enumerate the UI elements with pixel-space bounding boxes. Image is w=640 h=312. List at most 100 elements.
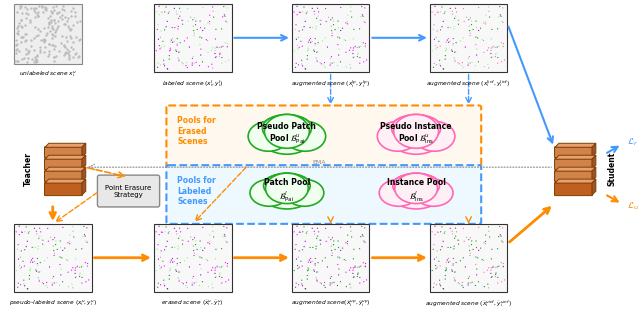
Point — [58, 279, 68, 284]
Point — [299, 24, 309, 29]
Point — [289, 229, 300, 234]
Point — [182, 226, 193, 231]
Point — [353, 271, 363, 275]
Point — [493, 280, 503, 285]
Point — [181, 280, 191, 285]
Point — [32, 232, 42, 236]
Point — [156, 62, 166, 67]
Point — [34, 4, 44, 9]
Point — [31, 229, 42, 234]
Point — [174, 278, 184, 283]
Point — [42, 30, 52, 35]
Point — [207, 224, 218, 229]
Point — [432, 45, 442, 50]
Point — [22, 286, 33, 291]
Point — [161, 24, 172, 29]
Point — [433, 230, 444, 235]
Point — [292, 263, 303, 268]
Point — [350, 264, 360, 269]
Point — [337, 26, 348, 31]
Point — [315, 60, 325, 65]
Point — [308, 267, 319, 272]
Point — [72, 19, 83, 24]
Point — [333, 262, 343, 267]
Point — [457, 283, 467, 288]
Point — [35, 44, 45, 49]
Ellipse shape — [408, 175, 440, 197]
Point — [450, 278, 460, 283]
Point — [197, 279, 207, 284]
Point — [12, 42, 22, 47]
Point — [443, 245, 453, 250]
Point — [305, 245, 316, 250]
FancyBboxPatch shape — [14, 4, 82, 64]
Point — [312, 236, 322, 241]
Point — [17, 34, 27, 39]
Point — [448, 262, 458, 267]
Point — [493, 55, 503, 60]
Point — [17, 11, 27, 16]
Point — [429, 257, 440, 262]
Point — [448, 43, 458, 48]
Point — [291, 61, 301, 66]
Point — [434, 39, 444, 44]
Point — [167, 25, 177, 30]
Point — [19, 32, 29, 37]
Point — [172, 262, 182, 267]
Point — [444, 36, 454, 41]
Point — [325, 276, 335, 281]
Point — [300, 66, 310, 71]
Point — [296, 58, 307, 63]
Point — [152, 27, 163, 32]
Point — [320, 285, 330, 290]
Point — [477, 257, 487, 262]
Point — [454, 281, 465, 286]
Point — [292, 43, 303, 48]
Point — [333, 245, 344, 250]
Point — [195, 35, 205, 40]
Point — [294, 45, 304, 50]
Point — [445, 25, 456, 30]
Point — [290, 27, 300, 32]
Point — [458, 6, 468, 11]
Point — [189, 235, 200, 240]
Point — [448, 36, 458, 41]
Point — [55, 262, 65, 267]
FancyBboxPatch shape — [555, 159, 593, 169]
Point — [479, 284, 490, 289]
Text: augmented scene $(\tilde{x}_i^{uinf}, \tilde{y}_i^{uinf})$: augmented scene $(\tilde{x}_i^{uinf}, \t… — [425, 299, 512, 309]
Point — [34, 236, 44, 241]
Point — [29, 7, 40, 12]
Point — [28, 260, 38, 265]
Point — [62, 39, 72, 44]
Point — [187, 61, 197, 66]
Polygon shape — [45, 179, 86, 183]
Point — [472, 266, 482, 271]
Point — [440, 273, 451, 278]
Point — [316, 61, 326, 66]
Point — [186, 15, 196, 20]
Point — [291, 37, 301, 42]
Point — [302, 9, 312, 14]
Point — [451, 269, 461, 274]
Point — [333, 42, 343, 47]
Point — [52, 25, 62, 30]
Point — [293, 255, 303, 260]
Point — [195, 63, 205, 68]
Point — [339, 37, 349, 42]
Text: Point Erasure
Strategy: Point Erasure Strategy — [106, 184, 152, 197]
Point — [221, 239, 231, 244]
Point — [454, 238, 464, 243]
Polygon shape — [592, 179, 596, 195]
Point — [360, 41, 371, 46]
Point — [497, 279, 507, 284]
Point — [166, 257, 177, 262]
Point — [312, 278, 322, 283]
Point — [490, 274, 500, 279]
Point — [488, 45, 498, 50]
Point — [465, 31, 476, 36]
Point — [63, 23, 73, 28]
Point — [342, 241, 353, 246]
Point — [32, 59, 42, 64]
Point — [49, 248, 59, 253]
